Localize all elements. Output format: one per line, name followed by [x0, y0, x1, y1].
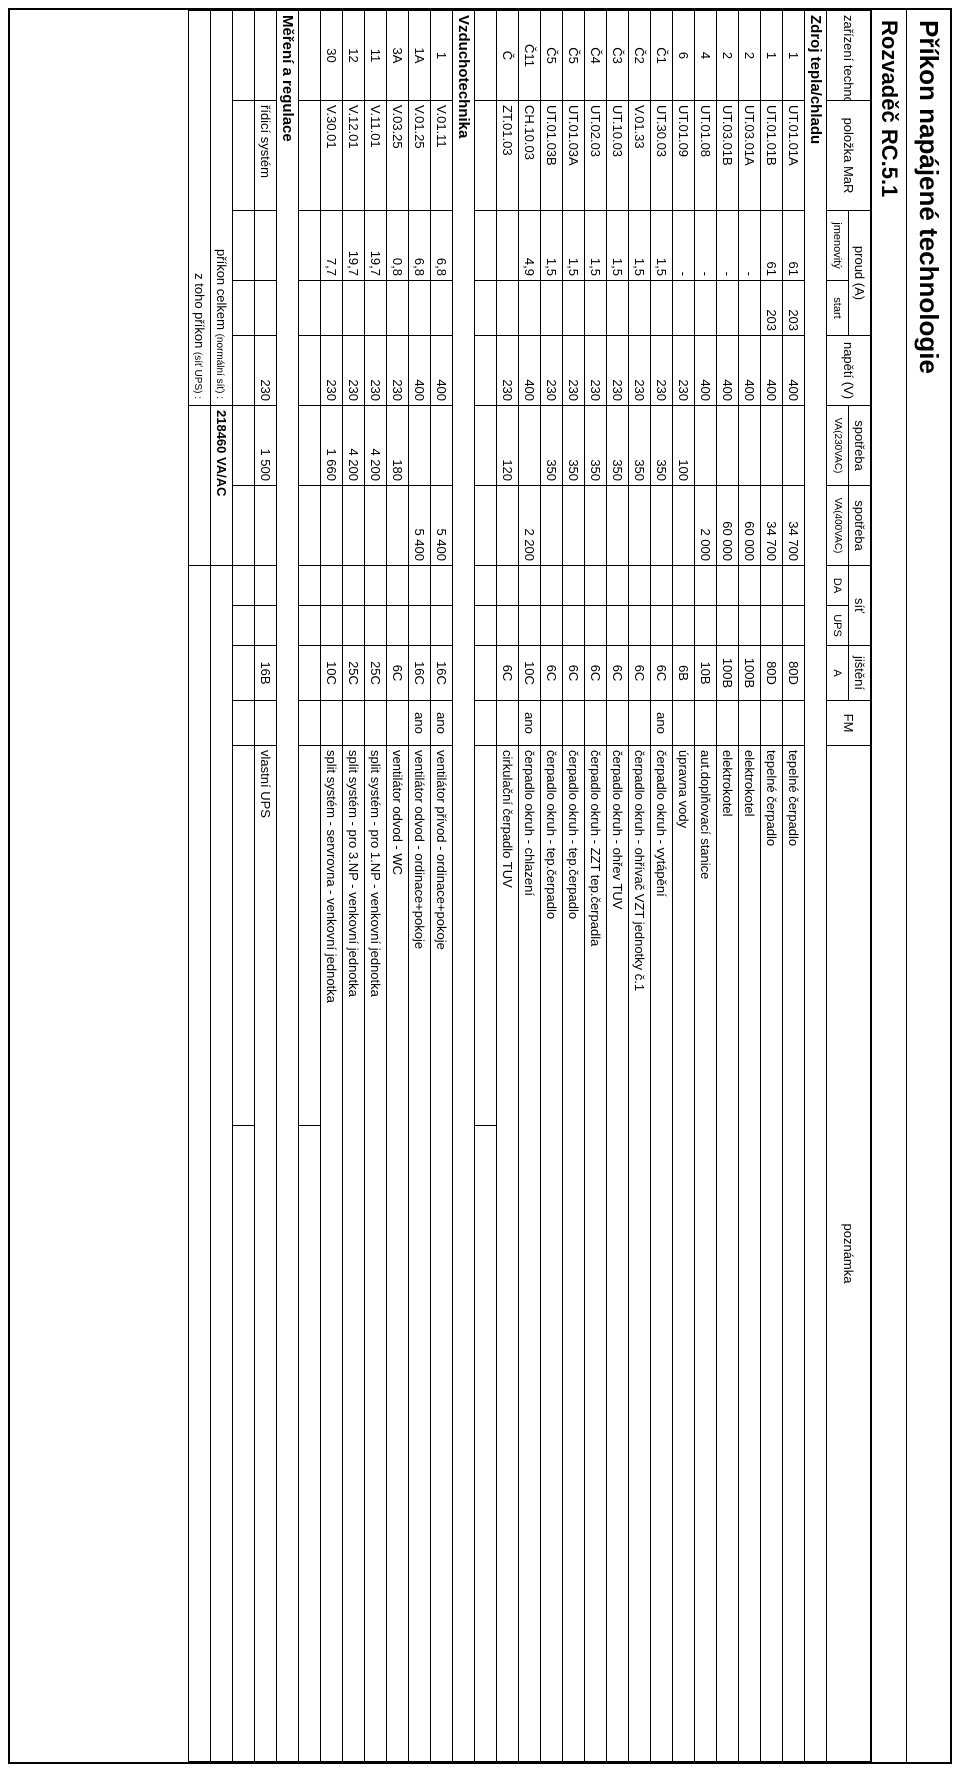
table-row: 11V.11.0119,72304 20025Csplit systém - p…: [365, 11, 387, 1762]
hdr-current: proud (A): [849, 211, 871, 336]
totals-label-main: příkon celkem (normální síť) :: [211, 11, 233, 406]
table-row: Č4UT.02.031,52303506Cčerpadlo okruh - ZZ…: [585, 11, 607, 1762]
document-frame: Příkon napájené technologie Rozvaděč RC.…: [8, 8, 952, 1764]
blank-row: [299, 11, 321, 1762]
totals-label-ups-small: (síť UPS) :: [192, 352, 203, 399]
table-row: řídicí systém2301 50016Bvlastní UPS: [255, 11, 277, 1762]
totals-value-main: 218460 VA/AC: [211, 406, 233, 566]
table-row: 3AV.03.250,82301806Cventilátor odvod - W…: [387, 11, 409, 1762]
section-header: Měření a regulace: [277, 11, 299, 1762]
page-subtitle: Rozvaděč RC.5.1: [871, 10, 906, 1762]
section-header: Zdroj tepla/chladu: [805, 11, 827, 1762]
blank-row: [233, 11, 255, 1762]
table-row: Č1UT.30.031,52303506Canočerpadlo okruh -…: [651, 11, 673, 1762]
hdr-voltage: napětí (V): [827, 336, 871, 406]
table-row: 30V.30.017,72301 66010Csplit systém - se…: [321, 11, 343, 1762]
table-row: ČZT.01.032301206Ccirkulační čerpadlo TUV: [497, 11, 519, 1762]
table-row: 2UT.03.01B-40060 000100Belektrokotel: [717, 11, 739, 1762]
table-row: 1UT.01.01B6120340034 70080Dtepelné čerpa…: [761, 11, 783, 1762]
totals-row-main: příkon celkem (normální síť) : 218460 VA…: [211, 11, 233, 1762]
hdr-net: síť: [849, 566, 871, 646]
table-row: Č5UT.01.03B1,52303506Cčerpadlo okruh - t…: [541, 11, 563, 1762]
totals-value-ups: [189, 406, 211, 566]
totals-label-main-text: příkon celkem: [214, 249, 229, 330]
totals-rest-ups: [189, 566, 211, 1762]
table-row: 4UT.01.08-4002 00010Baut.doplňovací stan…: [695, 11, 717, 1762]
hdr-current-start: start: [827, 281, 849, 336]
hdr-cons230: spotřeba: [849, 406, 871, 486]
totals-row-ups: z toho příkon (síť UPS) :: [189, 11, 211, 1762]
table-row: 6UT.01.09-2301006Búpravna vody: [673, 11, 695, 1762]
hdr-note: poznámka: [827, 746, 871, 1762]
hdr-cons230-sub: VA(230VAC): [827, 406, 849, 486]
hdr-tech: zařízení technologie: [827, 11, 871, 101]
hdr-current-nom: jmenovitý: [827, 211, 849, 281]
section-header: Vzduchotechnika: [453, 11, 475, 1762]
table-row: 12V.12.0119,72304 20025Csplit systém - p…: [343, 11, 365, 1762]
hdr-cons400-sub: VA(400VAC): [827, 486, 849, 566]
hdr-fm: FM: [827, 701, 871, 746]
hdr-fuse: jištění: [849, 646, 871, 701]
table-row: 2UT.03.01A-40060 000100Belektrokotel: [739, 11, 761, 1762]
power-table: zařízení technologie položka MaR proud (…: [188, 10, 871, 1762]
totals-rest-main: [211, 566, 233, 1762]
totals-label-main-small: (normální síť) :: [214, 334, 225, 399]
hdr-net-da: DA: [827, 566, 849, 606]
totals-label-ups-text: z toho příkon: [192, 273, 207, 348]
page-title: Příkon napájené technologie: [906, 10, 950, 1762]
table-row: 1V.01.116,84005 40016Canoventilátor přív…: [431, 11, 453, 1762]
blank-row: [475, 11, 497, 1762]
table-row: Č5UT.01.03A1,52303506Cčerpadlo okruh - t…: [563, 11, 585, 1762]
table-row: Č11CH.10.034,94002 20010Canočerpadlo okr…: [519, 11, 541, 1762]
table-row: Č3UT.10.031,52303506Cčerpadlo okruh - oh…: [607, 11, 629, 1762]
header-row-1: zařízení technologie položka MaR proud (…: [849, 11, 871, 1762]
table-row: Č2V.01.331,52303506Cčerpadlo okruh - ohř…: [629, 11, 651, 1762]
table-row: 1AV.01.256,84005 40016Canoventilátor odv…: [409, 11, 431, 1762]
totals-label-ups: z toho příkon (síť UPS) :: [189, 11, 211, 406]
hdr-net-ups: UPS: [827, 606, 849, 646]
hdr-mar: položka MaR: [827, 101, 871, 211]
hdr-cons400: spotřeba: [849, 486, 871, 566]
hdr-fuse-sub: A: [827, 646, 849, 701]
table-row: 1UT.01.01A6120340034 70080Dtepelné čerpa…: [783, 11, 805, 1762]
